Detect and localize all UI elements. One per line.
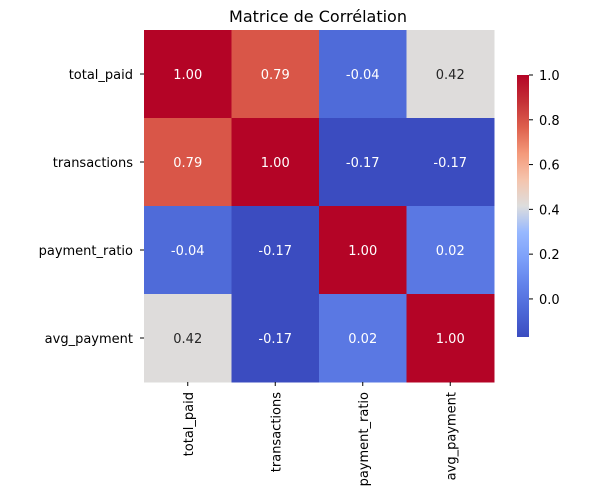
cell-value-label: 1.00 [261, 156, 290, 171]
cell-value-label: 0.42 [436, 68, 465, 83]
heatmap-cell [231, 206, 320, 295]
column-tick-label: payment_ratio [357, 392, 372, 486]
heatmap-cell [231, 118, 320, 207]
heatmap-cell [319, 118, 407, 207]
cell-value-label: 1.00 [436, 332, 465, 347]
row-tick-label: transactions [53, 156, 133, 171]
heatmap-cell [406, 30, 495, 119]
cell-value-label: -0.04 [346, 68, 380, 83]
colorbar-tick-label: 0.2 [539, 248, 560, 263]
cell-value-label: 1.00 [173, 68, 202, 83]
colorbar-tick-label: 0.0 [539, 293, 560, 308]
heatmap-cell [406, 118, 495, 207]
heatmap-cell [319, 30, 407, 119]
cell-value-label: 0.79 [261, 68, 290, 83]
heatmap-cells: 1.00 0.79 -0.04 0.42 0.79 1.00 -0.17 -0.17 -0.04… [144, 30, 495, 383]
column-tick-labels: total_paid transactions payment_ratio avg_p… [182, 382, 459, 486]
cell-value-label: 1.00 [348, 244, 377, 259]
cell-value-label: -0.17 [258, 332, 292, 347]
cell-value-label: 0.42 [173, 332, 202, 347]
heatmap-cell [144, 30, 232, 119]
heatmap-cell [144, 206, 232, 295]
cell-value-label: -0.17 [433, 156, 467, 171]
column-tick-label: avg_payment [444, 392, 459, 480]
colorbar-ticks: 0.0 0.2 0.4 0.6 0.8 1.0 [529, 69, 560, 308]
heatmap-cell [406, 294, 495, 383]
heatmap-cell [144, 118, 232, 207]
heatmap-cell [231, 294, 320, 383]
row-tick-label: payment_ratio [39, 244, 133, 259]
colorbar-tick-label: 0.6 [539, 159, 560, 174]
cell-value-label: -0.04 [171, 244, 205, 259]
heatmap-cell [231, 30, 320, 119]
colorbar-tick-label: 0.8 [539, 114, 560, 129]
cell-value-label: 0.02 [436, 244, 465, 259]
heatmap-cell [406, 206, 495, 295]
colorbar-tick-label: 0.4 [539, 203, 560, 218]
colorbar [517, 75, 529, 337]
heatmap-cell [319, 206, 407, 295]
column-tick-label: total_paid [182, 392, 197, 456]
heatmap-cell [319, 294, 407, 383]
row-tick-label: avg_payment [45, 332, 133, 347]
heatmap-cell [144, 294, 232, 383]
column-tick-label: transactions [269, 392, 284, 472]
colorbar-tick-label: 1.0 [539, 69, 560, 84]
row-tick-labels: total_paid transactions payment_ratio avg_p… [39, 68, 144, 347]
cell-value-label: 0.02 [348, 332, 377, 347]
cell-value-label: 0.79 [173, 156, 202, 171]
row-tick-label: total_paid [69, 68, 133, 83]
chart-title: Matrice de Corrélation [229, 7, 407, 26]
cell-value-label: -0.17 [346, 156, 380, 171]
cell-value-label: -0.17 [258, 244, 292, 259]
